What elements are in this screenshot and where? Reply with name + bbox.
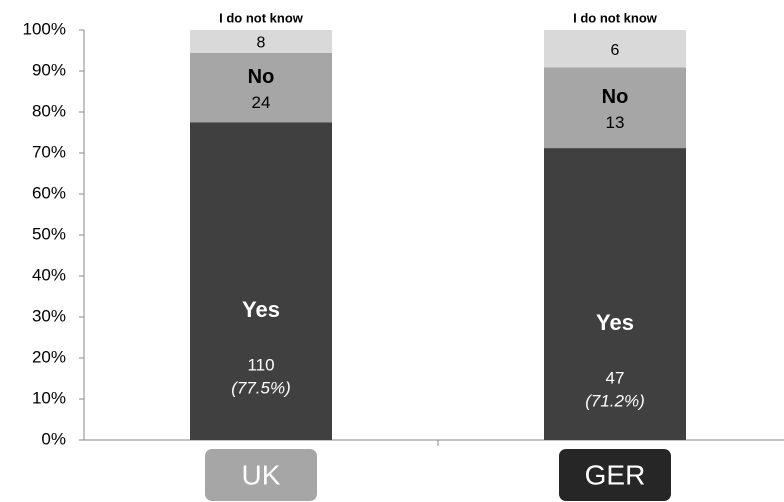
y-tick-label: 60% (32, 183, 66, 202)
x-tick-label: GER (585, 459, 646, 490)
bar-segment (544, 148, 686, 440)
segment-name: No (248, 66, 275, 88)
segment-name: I do not know (219, 10, 304, 25)
count-label: 24 (252, 93, 271, 112)
bar-segment (190, 30, 332, 53)
value-label: (71.2%) (585, 392, 645, 411)
count-label: 6 (611, 42, 620, 59)
value-label: (77.5%) (231, 379, 291, 398)
y-tick-label: 30% (32, 306, 66, 325)
segment-name: Yes (242, 297, 280, 322)
y-tick-label: 20% (32, 347, 66, 366)
count-label: 110 (247, 356, 274, 375)
y-tick-label: 10% (32, 388, 66, 407)
bar-segment (544, 30, 686, 68)
count-label: 47 (606, 369, 625, 388)
category-box (559, 449, 671, 501)
category-box (205, 449, 317, 501)
y-tick-label: 40% (32, 265, 66, 284)
bar-segment (190, 122, 332, 440)
segment-name: Yes (596, 310, 634, 335)
y-tick-label: 0% (41, 429, 66, 448)
segment-name: I do not know (573, 10, 658, 25)
x-tick-label: UK (242, 459, 281, 490)
segment-name: No (602, 86, 629, 108)
y-tick-label: 50% (32, 224, 66, 243)
y-tick-label: 70% (32, 142, 66, 161)
bar-segment (190, 52, 332, 123)
bar-segment (544, 67, 686, 149)
y-tick-label: 90% (32, 60, 66, 79)
count-label: 8 (257, 35, 266, 52)
count-label: 13 (606, 113, 625, 132)
y-tick-label: 100% (23, 19, 66, 38)
y-tick-label: 80% (32, 101, 66, 120)
